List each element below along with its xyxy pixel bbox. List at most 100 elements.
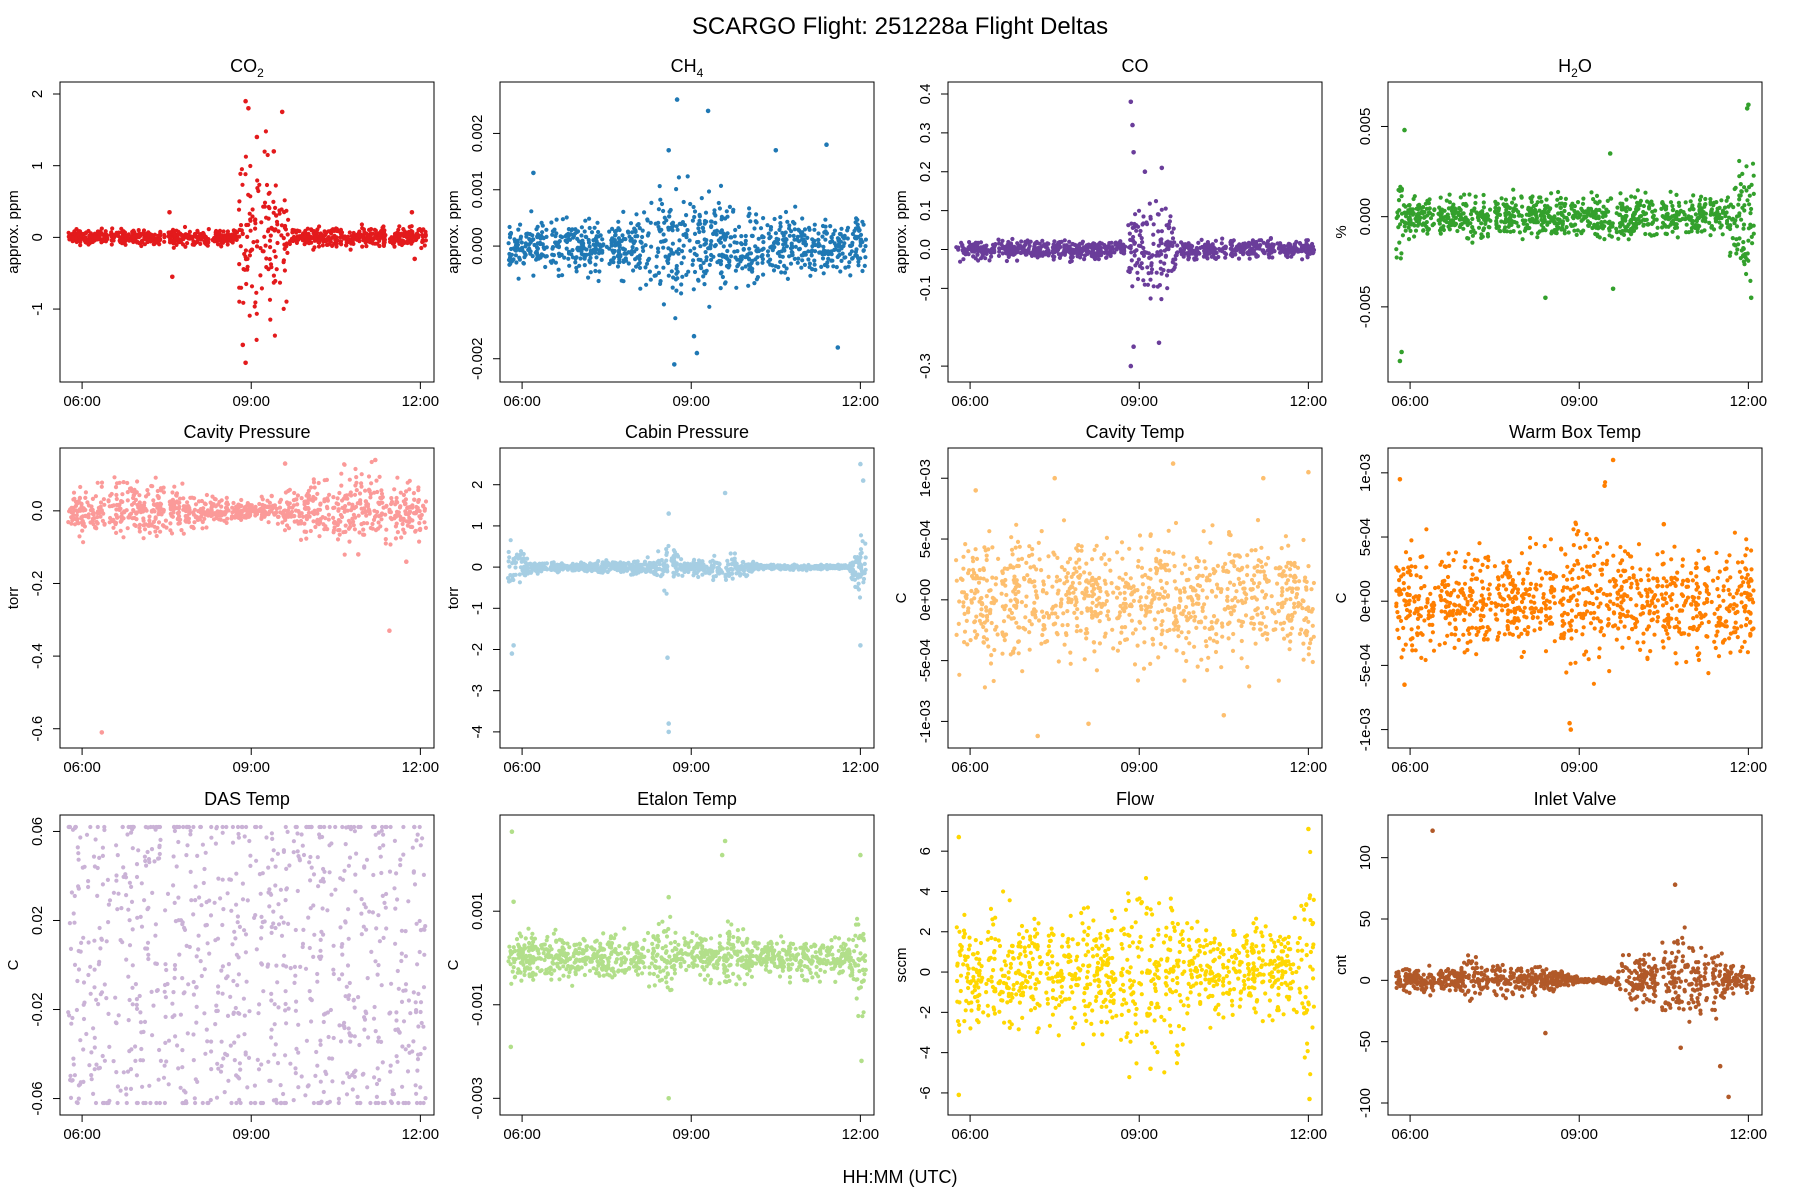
data-point bbox=[1463, 201, 1468, 207]
data-point bbox=[609, 258, 614, 263]
data-point bbox=[1746, 258, 1751, 263]
data-point bbox=[1139, 261, 1144, 266]
data-point bbox=[1703, 219, 1708, 224]
data-point bbox=[1004, 258, 1010, 264]
x-tick-label: 09:00 bbox=[1120, 393, 1158, 410]
data-point bbox=[1043, 252, 1048, 257]
data-point bbox=[958, 259, 963, 264]
data-point bbox=[1159, 297, 1164, 302]
data-point bbox=[101, 238, 106, 244]
panel-title-cavity_pressure: Cavity Pressure bbox=[183, 422, 310, 442]
data-point bbox=[829, 252, 834, 257]
data-point bbox=[279, 233, 284, 238]
data-point bbox=[153, 475, 158, 480]
data-point bbox=[1588, 221, 1593, 226]
data-point bbox=[287, 501, 292, 506]
data-point bbox=[1171, 226, 1176, 231]
data-point bbox=[1211, 254, 1216, 259]
data-point bbox=[1496, 206, 1501, 211]
outlier-point bbox=[1744, 106, 1750, 111]
outlier-point bbox=[271, 149, 277, 154]
data-point bbox=[389, 499, 395, 504]
data-point bbox=[708, 244, 713, 249]
data-point bbox=[206, 227, 211, 232]
y-axis-label-co2: approx. ppm bbox=[5, 190, 22, 273]
data-point bbox=[281, 258, 286, 263]
x-tick-label: 06:00 bbox=[63, 393, 101, 410]
data-point bbox=[361, 521, 366, 526]
data-point bbox=[540, 223, 545, 228]
data-point bbox=[1062, 245, 1067, 250]
data-point bbox=[1141, 278, 1146, 283]
data-point bbox=[1719, 223, 1724, 228]
data-point bbox=[1397, 240, 1402, 245]
data-point bbox=[215, 237, 220, 242]
data-point bbox=[302, 234, 307, 239]
data-point bbox=[353, 466, 358, 472]
data-point bbox=[712, 208, 717, 213]
data-point bbox=[1413, 228, 1419, 233]
data-point bbox=[659, 201, 665, 207]
data-point bbox=[596, 278, 601, 284]
data-point bbox=[558, 234, 563, 239]
data-point bbox=[1695, 226, 1700, 231]
data-point bbox=[287, 487, 292, 492]
data-point bbox=[817, 250, 822, 255]
data-point bbox=[507, 232, 513, 237]
data-point bbox=[368, 231, 373, 236]
panel-title-text: CH bbox=[671, 56, 697, 76]
x-tick-label: 12:00 bbox=[842, 393, 880, 410]
outlier-point bbox=[672, 362, 677, 367]
data-point bbox=[311, 477, 316, 482]
data-point bbox=[73, 503, 79, 508]
data-point bbox=[781, 242, 786, 247]
data-point bbox=[212, 239, 217, 244]
data-point bbox=[115, 515, 120, 520]
data-point bbox=[1511, 187, 1516, 192]
data-point bbox=[644, 261, 650, 266]
data-point bbox=[613, 233, 618, 238]
data-point bbox=[1649, 233, 1654, 238]
data-point bbox=[582, 256, 587, 261]
data-point bbox=[353, 504, 359, 509]
data-point bbox=[277, 500, 282, 505]
outlier-point bbox=[167, 210, 172, 215]
data-point bbox=[1647, 206, 1652, 211]
data-point bbox=[1662, 222, 1667, 228]
data-point bbox=[254, 337, 259, 342]
data-point bbox=[801, 241, 806, 246]
data-point bbox=[679, 282, 684, 287]
data-point bbox=[787, 223, 792, 228]
data-point bbox=[225, 242, 230, 247]
data-point bbox=[1156, 212, 1161, 217]
data-point bbox=[315, 491, 320, 496]
data-point bbox=[640, 234, 645, 240]
data-point bbox=[187, 505, 192, 510]
data-point bbox=[121, 480, 126, 485]
data-point bbox=[749, 233, 755, 238]
data-point bbox=[345, 508, 350, 513]
outlier-point bbox=[1748, 295, 1754, 301]
data-point bbox=[284, 244, 289, 249]
data-point bbox=[1737, 158, 1742, 164]
data-point bbox=[834, 265, 839, 270]
data-point bbox=[183, 244, 188, 249]
data-point bbox=[272, 505, 277, 510]
data-point bbox=[338, 512, 343, 518]
data-point bbox=[346, 501, 352, 506]
data-point bbox=[1631, 213, 1636, 218]
data-point bbox=[675, 227, 680, 232]
data-point bbox=[1398, 222, 1403, 227]
data-point bbox=[528, 249, 533, 255]
data-point bbox=[1720, 208, 1725, 213]
data-point bbox=[336, 507, 341, 512]
data-point bbox=[389, 496, 394, 501]
data-point bbox=[1579, 218, 1584, 223]
data-point bbox=[72, 522, 78, 527]
outlier-point bbox=[99, 730, 105, 735]
data-point bbox=[825, 260, 830, 265]
data-point bbox=[1022, 243, 1027, 248]
data-point bbox=[180, 481, 185, 486]
data-point bbox=[684, 272, 689, 277]
data-point bbox=[259, 286, 264, 291]
